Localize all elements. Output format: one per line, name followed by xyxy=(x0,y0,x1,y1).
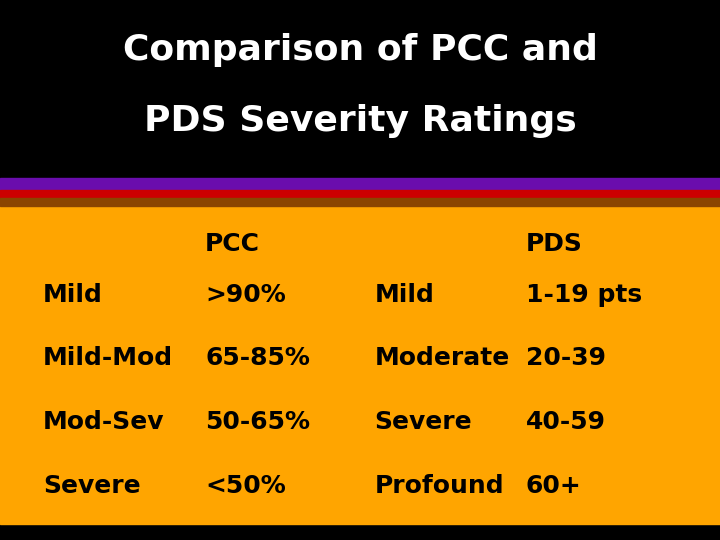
Bar xyxy=(0,190,720,198)
Text: PCC: PCC xyxy=(205,232,260,256)
Text: Profound: Profound xyxy=(374,474,504,498)
Text: Mild: Mild xyxy=(43,283,103,307)
Bar xyxy=(0,178,720,190)
Text: 20-39: 20-39 xyxy=(526,346,606,370)
Text: 50-65%: 50-65% xyxy=(205,410,310,434)
Text: 60+: 60+ xyxy=(526,474,581,498)
Text: Severe: Severe xyxy=(43,474,141,498)
Text: Moderate: Moderate xyxy=(374,346,510,370)
Text: Severe: Severe xyxy=(374,410,472,434)
Text: 65-85%: 65-85% xyxy=(205,346,310,370)
Text: >90%: >90% xyxy=(205,283,286,307)
Bar xyxy=(0,524,720,540)
Text: Comparison of PCC and: Comparison of PCC and xyxy=(122,33,598,67)
Text: PDS Severity Ratings: PDS Severity Ratings xyxy=(143,104,577,138)
Bar xyxy=(0,0,720,178)
Text: Mild-Mod: Mild-Mod xyxy=(43,346,174,370)
Text: Mild: Mild xyxy=(374,283,434,307)
Text: 1-19 pts: 1-19 pts xyxy=(526,283,642,307)
Text: Mod-Sev: Mod-Sev xyxy=(43,410,165,434)
Bar xyxy=(0,198,720,206)
Text: 40-59: 40-59 xyxy=(526,410,606,434)
Text: PDS: PDS xyxy=(526,232,582,256)
Bar xyxy=(0,206,720,524)
Text: <50%: <50% xyxy=(205,474,286,498)
